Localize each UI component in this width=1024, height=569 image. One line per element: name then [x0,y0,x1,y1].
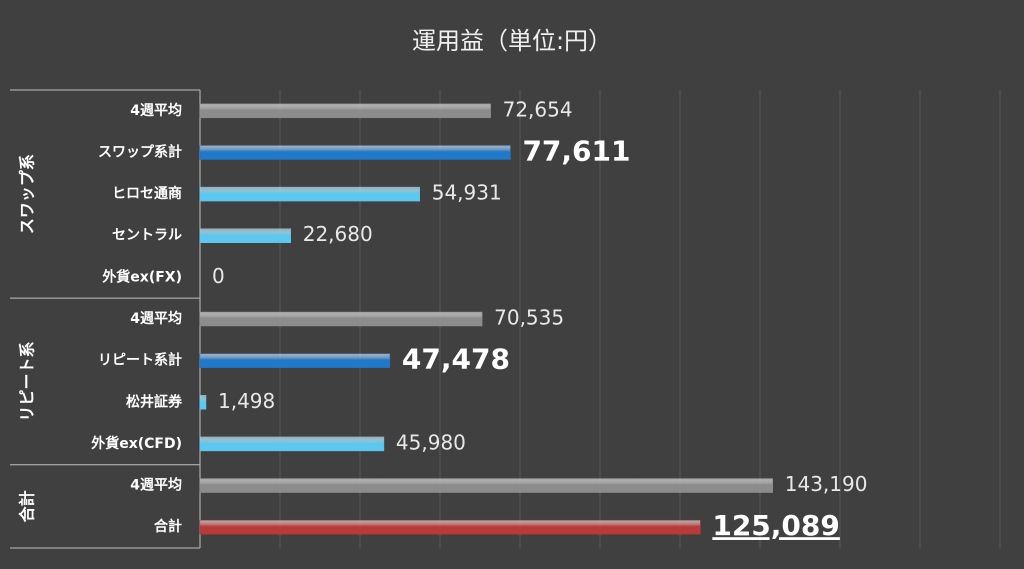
category-label: リピート系計 [98,352,182,369]
bar [199,311,483,327]
category-label: ヒロセ通商 [112,185,182,202]
category-label: 合計 [154,518,182,535]
category-label: 4週平均 [130,310,182,327]
group-label: 合計 [18,490,37,522]
bar [199,478,774,493]
category-label: 松井証券 [126,393,183,410]
category-label: セントラル [112,228,182,244]
value-label: 77,611 [522,134,630,167]
value-label: 0 [212,264,225,288]
value-label: 54,931 [432,181,502,205]
category-label: 外貨ex(CFD) [91,435,182,452]
chart-title: 運用益（単位:円） [412,27,612,55]
bar [199,103,491,119]
category-label: スワップ系計 [98,143,182,160]
value-label: 72,654 [503,97,573,121]
bar [199,436,385,452]
category-label: 外貨ex(FX) [102,268,182,285]
value-label: 70,535 [494,306,564,330]
bar [199,145,511,160]
bar [199,353,391,368]
category-label: 4週平均 [130,477,182,494]
bar [199,228,291,243]
group-label: スワップ系 [18,154,37,234]
value-label: 47,478 [402,343,510,376]
bar [199,519,701,535]
group-label: リピート系 [18,341,37,421]
value-label: 1,498 [218,389,275,413]
bar [199,395,207,410]
category-label: 4週平均 [130,102,182,119]
value-label: 22,680 [303,222,373,246]
value-label: 143,190 [785,472,868,496]
value-label: 125,089 [712,509,840,542]
bar [199,186,420,202]
value-label: 45,980 [396,430,466,454]
